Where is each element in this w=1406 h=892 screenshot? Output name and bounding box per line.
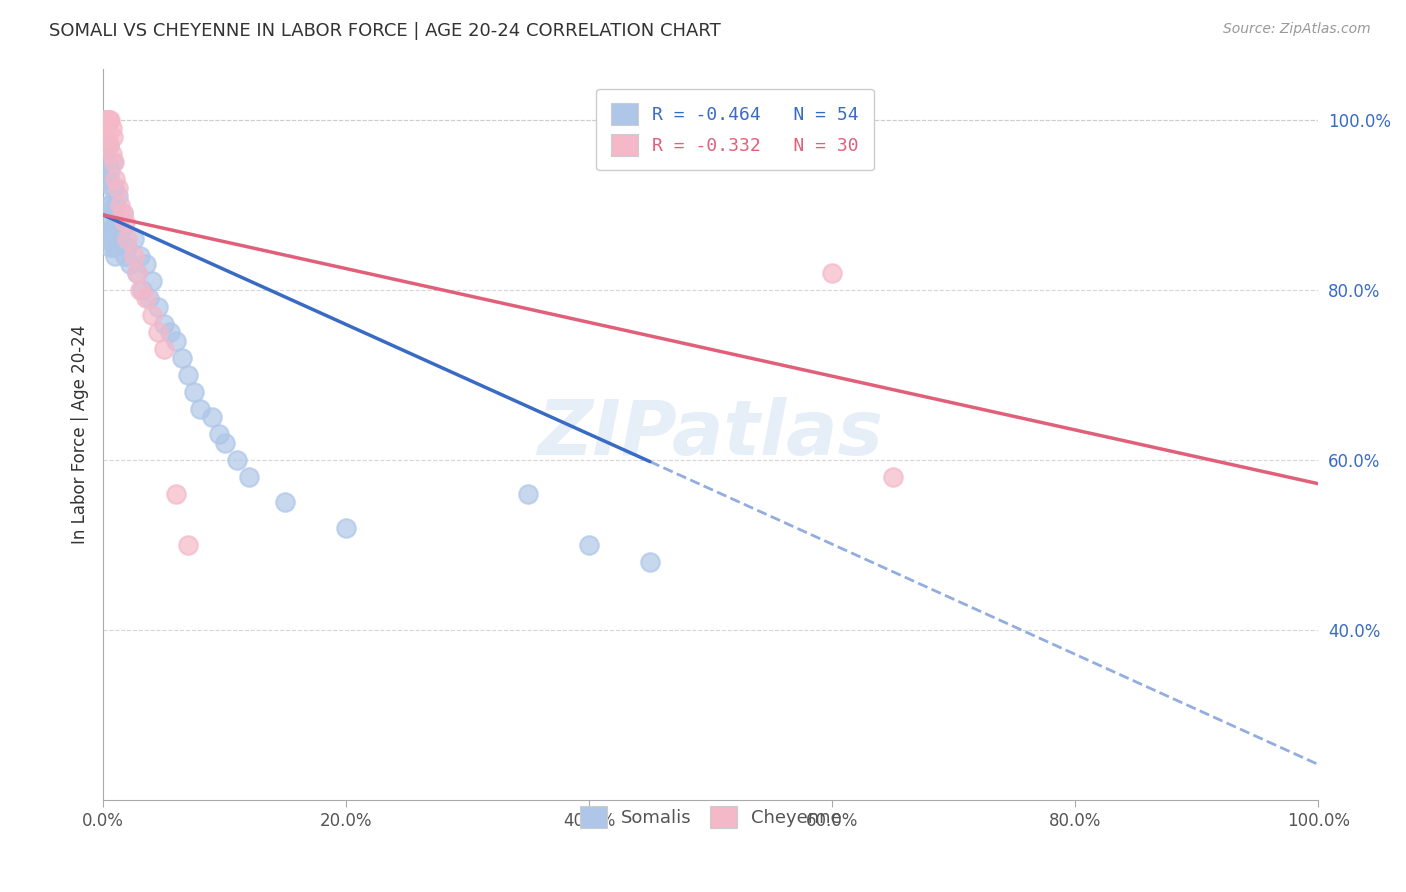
Point [238, 470, 260, 484]
Point [98, 112, 121, 127]
Point [135, 257, 157, 271]
Point [821, 266, 844, 280]
Point [153, 317, 176, 331]
Point [111, 206, 134, 220]
Point [111, 206, 134, 220]
Point [183, 384, 205, 399]
Point [638, 555, 661, 569]
Point [114, 249, 136, 263]
Point [335, 521, 357, 535]
Point [517, 487, 540, 501]
Point [98, 138, 121, 153]
Point [97, 112, 120, 127]
Point [153, 343, 176, 357]
Point [107, 180, 129, 194]
Point [104, 249, 127, 263]
Point [96, 172, 118, 186]
Point [98, 172, 121, 186]
Point [165, 334, 187, 348]
Point [100, 163, 122, 178]
Point [131, 283, 153, 297]
Point [578, 538, 600, 552]
Point [103, 240, 125, 254]
Point [97, 129, 120, 144]
Point [882, 470, 904, 484]
Point [100, 240, 122, 254]
Point [118, 257, 141, 271]
Point [96, 112, 118, 127]
Point [105, 215, 128, 229]
Point [104, 172, 127, 186]
Point [103, 180, 125, 194]
Point [159, 326, 181, 340]
Point [122, 232, 145, 246]
Point [135, 291, 157, 305]
Point [97, 232, 120, 246]
Point [97, 197, 120, 211]
Point [100, 112, 122, 127]
Point [201, 410, 224, 425]
Point [100, 197, 122, 211]
Point [100, 180, 122, 194]
Point [101, 155, 124, 169]
Point [117, 240, 139, 254]
Point [177, 538, 200, 552]
Point [122, 249, 145, 263]
Legend: Somalis, Cheyenne: Somalis, Cheyenne [572, 798, 849, 835]
Point [165, 487, 187, 501]
Point [127, 266, 149, 280]
Point [98, 215, 121, 229]
Point [146, 326, 169, 340]
Point [93, 112, 115, 127]
Point [108, 197, 131, 211]
Point [100, 146, 122, 161]
Point [138, 291, 160, 305]
Text: SOMALI VS CHEYENNE IN LABOR FORCE | AGE 20-24 CORRELATION CHART: SOMALI VS CHEYENNE IN LABOR FORCE | AGE … [49, 22, 721, 40]
Point [108, 232, 131, 246]
Text: Source: ZipAtlas.com: Source: ZipAtlas.com [1223, 22, 1371, 37]
Point [110, 223, 132, 237]
Point [101, 129, 124, 144]
Point [127, 266, 149, 280]
Point [141, 274, 163, 288]
Point [107, 189, 129, 203]
Point [128, 249, 150, 263]
Point [100, 121, 122, 136]
Point [172, 351, 194, 365]
Point [214, 435, 236, 450]
Point [100, 223, 122, 237]
Y-axis label: In Labor Force | Age 20-24: In Labor Force | Age 20-24 [72, 325, 89, 544]
Point [114, 215, 136, 229]
Point [93, 146, 115, 161]
Point [188, 401, 211, 416]
Point [101, 206, 124, 220]
Text: ZIPatlas: ZIPatlas [537, 397, 884, 471]
Point [128, 283, 150, 297]
Point [207, 427, 229, 442]
Point [177, 368, 200, 382]
Point [96, 121, 118, 136]
Point [97, 155, 120, 169]
Point [94, 112, 117, 127]
Point [146, 300, 169, 314]
Point [94, 138, 117, 153]
Point [96, 223, 118, 237]
Point [104, 197, 127, 211]
Point [274, 495, 297, 509]
Point [225, 453, 247, 467]
Point [103, 155, 125, 169]
Point [98, 138, 121, 153]
Point [117, 232, 139, 246]
Point [141, 308, 163, 322]
